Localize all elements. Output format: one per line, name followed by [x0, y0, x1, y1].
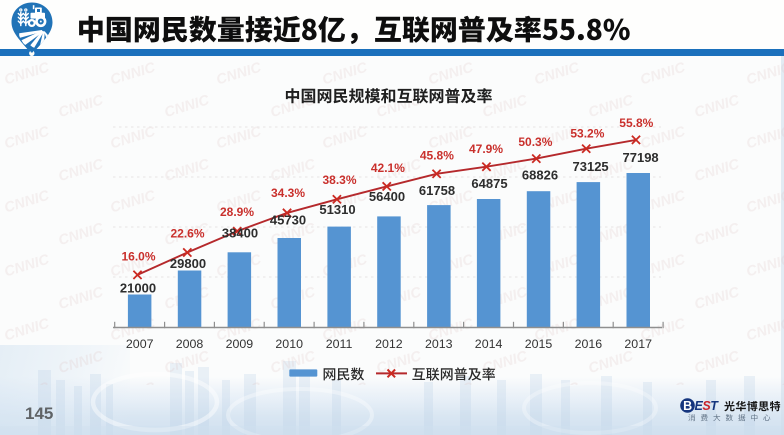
- svg-text:2014: 2014: [475, 337, 503, 351]
- svg-text:EST: EST: [695, 399, 720, 413]
- svg-text:B: B: [683, 399, 692, 413]
- svg-text:22.6%: 22.6%: [170, 227, 204, 241]
- svg-text:68826: 68826: [522, 168, 558, 183]
- svg-text:64875: 64875: [471, 176, 507, 191]
- svg-text:55.8%: 55.8%: [619, 116, 653, 130]
- svg-text:77198: 77198: [623, 150, 659, 165]
- svg-text:28.9%: 28.9%: [220, 205, 254, 219]
- svg-text:2011: 2011: [326, 337, 353, 351]
- svg-text:38.3%: 38.3%: [322, 173, 356, 187]
- svg-text:45730: 45730: [270, 212, 306, 227]
- svg-text:34.3%: 34.3%: [271, 186, 305, 200]
- svg-text:38400: 38400: [222, 226, 258, 241]
- svg-text:51310: 51310: [319, 202, 355, 217]
- svg-text:50.3%: 50.3%: [518, 135, 552, 149]
- svg-text:47.9%: 47.9%: [469, 142, 503, 156]
- svg-text:45.8%: 45.8%: [420, 149, 454, 163]
- svg-text:16.0%: 16.0%: [121, 250, 155, 264]
- svg-text:56400: 56400: [369, 189, 405, 204]
- svg-text:2016: 2016: [575, 337, 603, 351]
- svg-text:29800: 29800: [170, 256, 206, 271]
- svg-text:2010: 2010: [275, 337, 303, 351]
- svg-text:21000: 21000: [120, 281, 156, 296]
- svg-text:42.1%: 42.1%: [371, 161, 405, 175]
- svg-text:2007: 2007: [126, 337, 154, 351]
- svg-text:53.2%: 53.2%: [570, 127, 604, 141]
- svg-text:73125: 73125: [573, 159, 609, 174]
- svg-text:2012: 2012: [375, 337, 403, 351]
- svg-text:61758: 61758: [419, 183, 455, 198]
- svg-text:2017: 2017: [624, 337, 652, 351]
- svg-text:2009: 2009: [226, 337, 254, 351]
- svg-text:2015: 2015: [525, 337, 553, 351]
- svg-text:2013: 2013: [425, 337, 453, 351]
- svg-text:2008: 2008: [176, 337, 204, 351]
